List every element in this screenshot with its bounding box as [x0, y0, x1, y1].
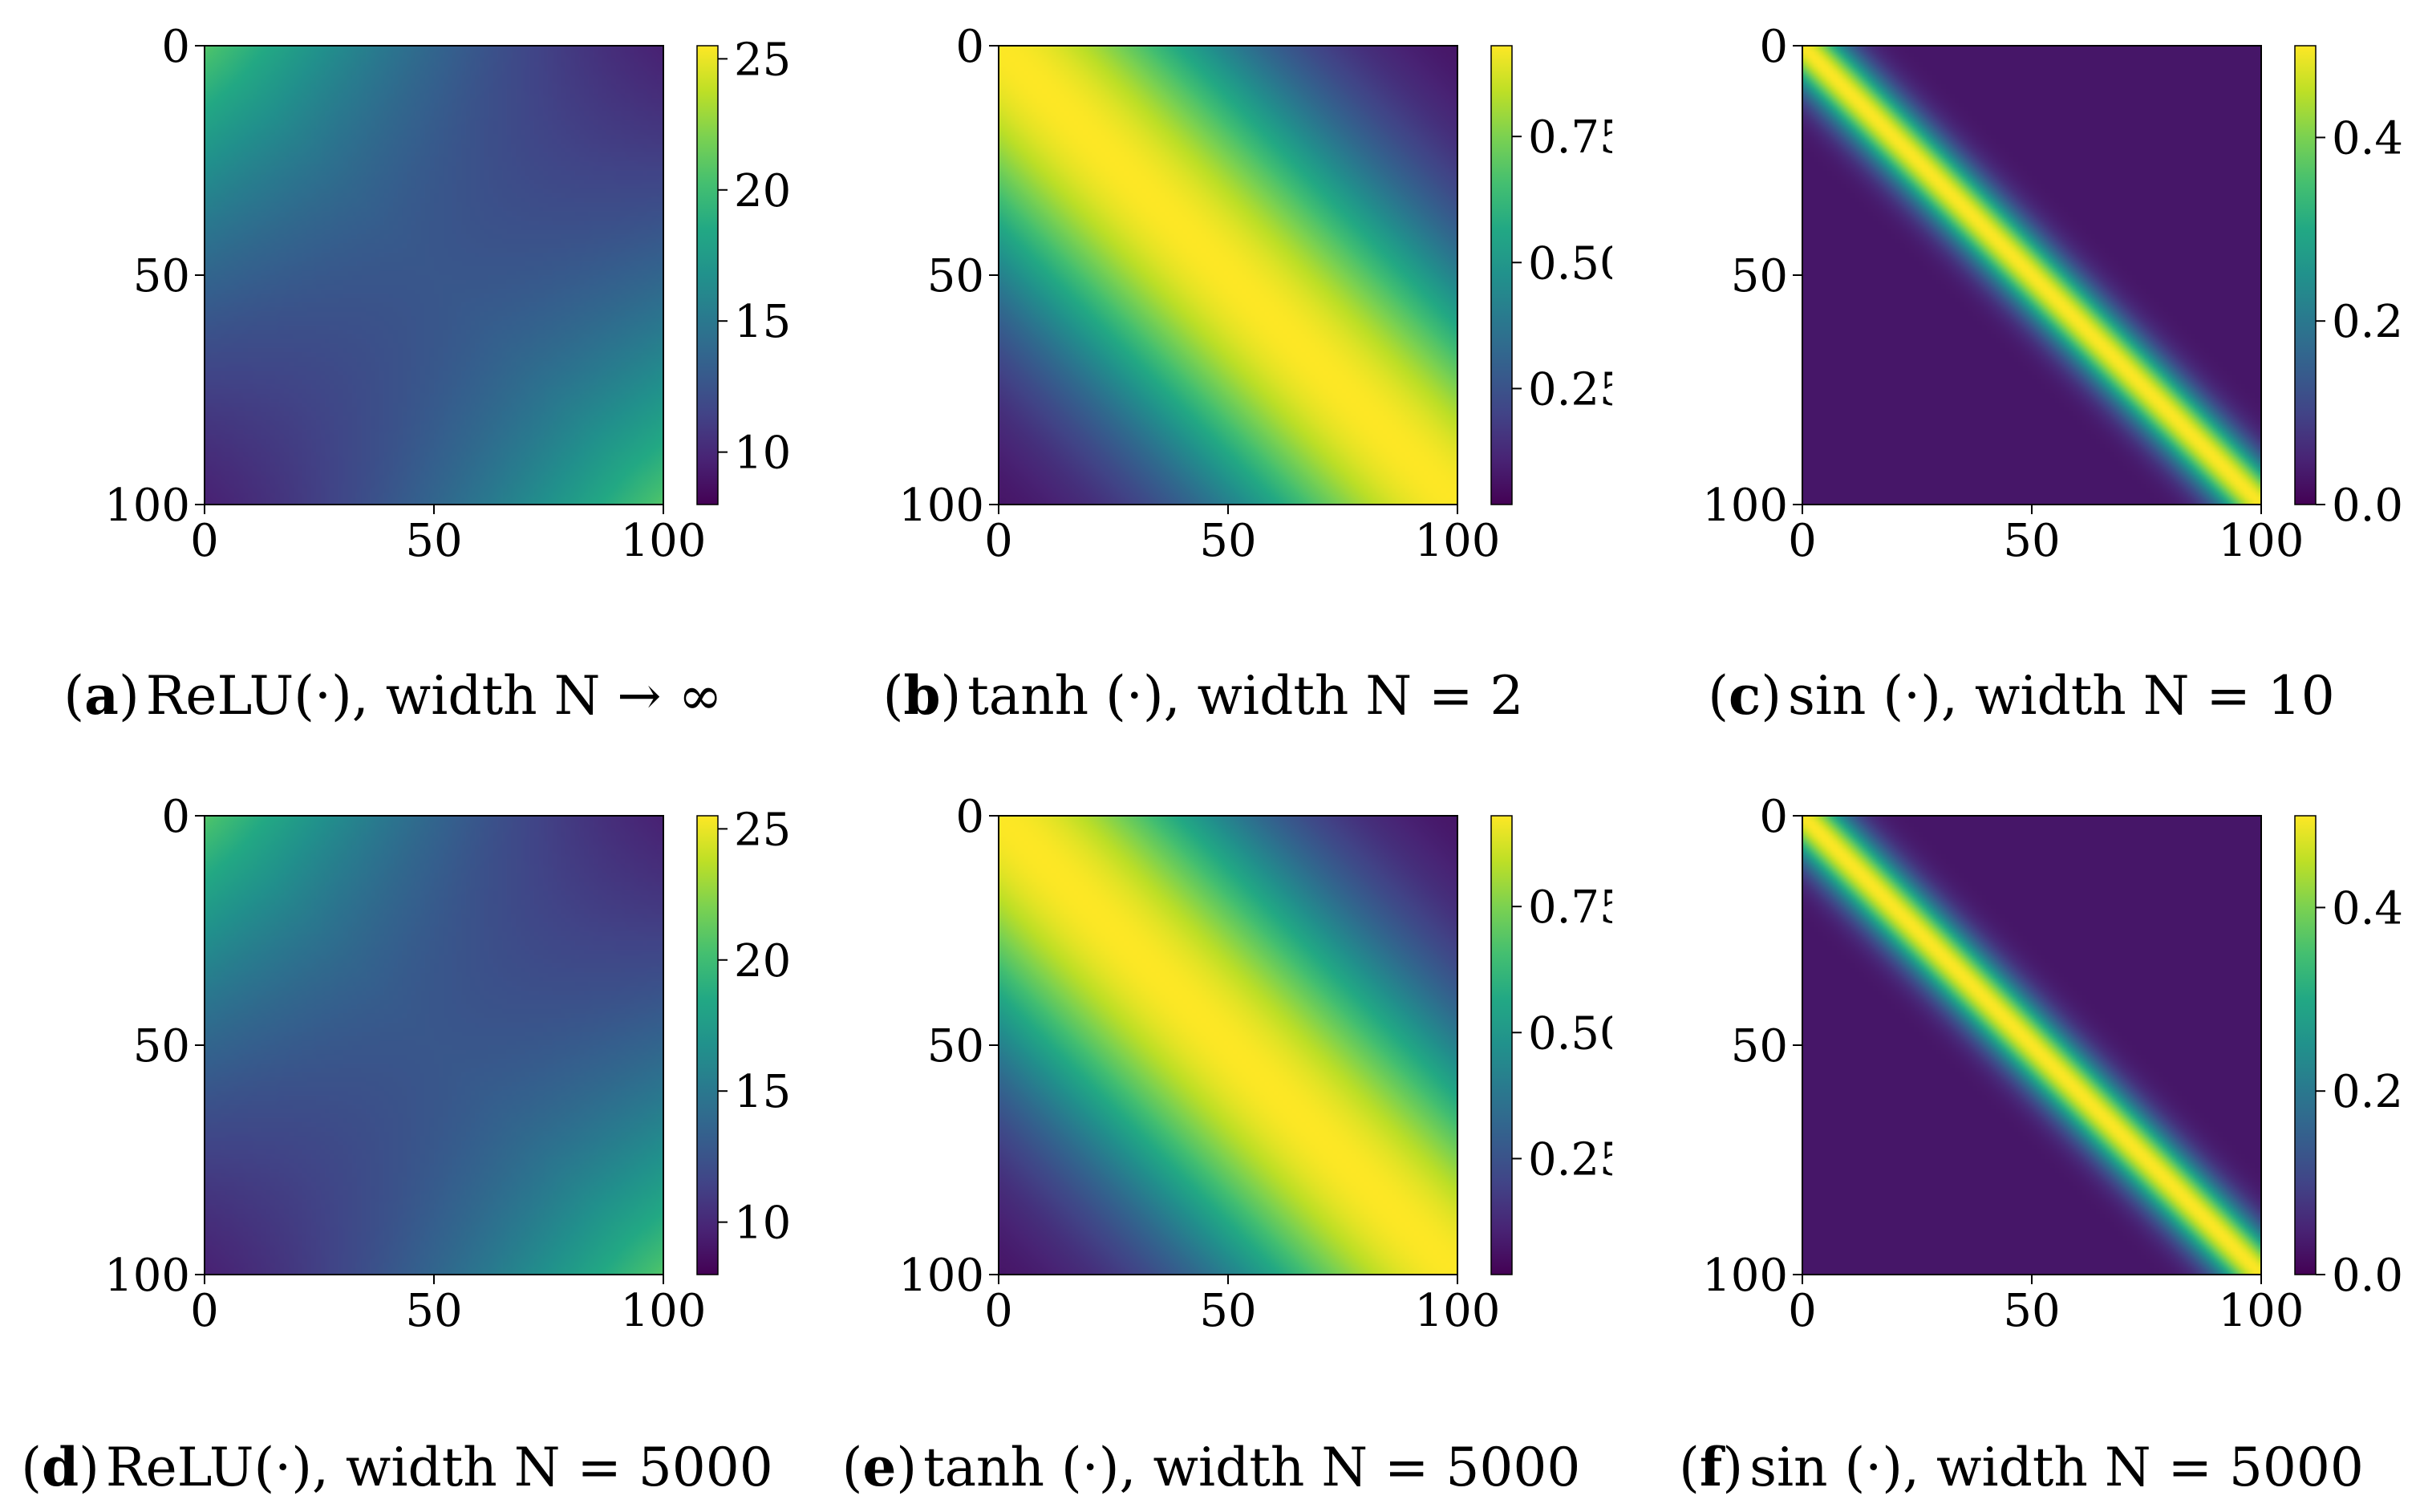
colorbar-ticks-a: 10 15 20 25 — [718, 34, 791, 480]
x-tick-label-e-100: 100 — [1415, 1285, 1501, 1337]
colorbar-tick-label-e-0.25: 0.25 — [1528, 1133, 1628, 1186]
colorbar-tick-label-d-15: 15 — [734, 1066, 791, 1118]
colorbar-ticks-c: 0.0 0.2 0.4 — [2316, 112, 2403, 532]
x-tick-label-a-0: 0 — [190, 515, 219, 567]
colorbar-tick-label-f-0.4: 0.4 — [2332, 882, 2403, 934]
colorbar-tick-label-b-0.25: 0.25 — [1528, 363, 1628, 415]
heatmap-image-d — [205, 816, 663, 1275]
y-tick-label-c-100: 100 — [1702, 480, 1788, 532]
caption-e: (e) tanh (·), width N = 5000 — [841, 1436, 1581, 1498]
colorbar-tick-label-e-0.50: 0.50 — [1528, 1007, 1628, 1060]
y-tick-label-f-0: 0 — [1759, 791, 1788, 843]
x-tick-label-f-100: 100 — [2219, 1285, 2304, 1337]
x-tick-label-e-0: 0 — [984, 1285, 1013, 1337]
caption-b: (b) tanh (·), width N = 2 — [882, 664, 1524, 727]
x-tick-label-b-0: 0 — [984, 515, 1013, 567]
y-tick-label-f-100: 100 — [1702, 1250, 1788, 1302]
colorbar-b — [1490, 45, 1513, 505]
heatmap-image-b — [999, 46, 1457, 505]
y-tick-label-b-100: 100 — [898, 480, 984, 532]
colorbar-ticks-f: 0.0 0.2 0.4 — [2316, 882, 2403, 1302]
y-tick-label-b-50: 50 — [927, 250, 984, 302]
y-tick-label-d-100: 100 — [104, 1250, 190, 1302]
x-tick-label-d-50: 50 — [405, 1285, 462, 1337]
heatmap-image-c — [1802, 46, 2261, 505]
colorbar-tick-label-d-25: 25 — [734, 804, 791, 856]
y-tick-label-a-100: 100 — [104, 480, 190, 532]
heatmap-image-a — [205, 46, 663, 505]
caption-f: (f) sin (·), width N = 5000 — [1679, 1436, 2364, 1498]
colorbar-tick-label-d-10: 10 — [734, 1198, 791, 1250]
y-tick-label-d-50: 50 — [133, 1020, 190, 1072]
colorbar-c — [2294, 45, 2317, 505]
colorbar-ticks-d: 10 15 20 25 — [718, 804, 791, 1250]
colorbar-tick-label-c-0.2: 0.2 — [2332, 296, 2403, 348]
colorbar-tick-label-a-25: 25 — [734, 34, 791, 86]
colorbar-tick-label-d-20: 20 — [734, 935, 791, 987]
x-tick-label-f-0: 0 — [1788, 1285, 1817, 1337]
x-tick-label-c-100: 100 — [2219, 515, 2304, 567]
colorbar-tick-label-c-0.0: 0.0 — [2332, 480, 2403, 532]
colorbar-tick-label-b-0.75: 0.75 — [1528, 111, 1628, 164]
heatmap-image-f — [1802, 816, 2261, 1275]
x-tick-label-f-50: 50 — [2003, 1285, 2060, 1337]
y-tick-label-a-50: 50 — [133, 250, 190, 302]
x-tick-label-c-50: 50 — [2003, 515, 2060, 567]
y-tick-label-a-0: 0 — [161, 21, 190, 73]
colorbar-tick-label-f-0.0: 0.0 — [2332, 1250, 2403, 1302]
y-tick-label-b-0: 0 — [955, 21, 984, 73]
x-tick-label-e-50: 50 — [1199, 1285, 1256, 1337]
x-tick-label-c-0: 0 — [1788, 515, 1817, 567]
y-tick-label-e-0: 0 — [955, 791, 984, 843]
caption-a: (a) ReLU(·), width N → ∞ — [63, 664, 723, 727]
colorbar-tick-label-f-0.2: 0.2 — [2332, 1066, 2403, 1118]
y-tick-label-c-0: 0 — [1759, 21, 1788, 73]
y-tick-label-e-100: 100 — [898, 1250, 984, 1302]
y-tick-label-f-50: 50 — [1731, 1020, 1788, 1072]
x-tick-label-d-0: 0 — [190, 1285, 219, 1337]
colorbar-tick-label-b-0.50: 0.50 — [1528, 237, 1628, 290]
caption-c: (c) sin (·), width N = 10 — [1708, 664, 2335, 727]
colorbar-tick-label-e-0.75: 0.75 — [1528, 882, 1628, 934]
x-tick-label-a-50: 50 — [405, 515, 462, 567]
colorbar-tick-label-a-20: 20 — [734, 165, 791, 217]
colorbar-ticks-b: 0.25 0.50 0.75 — [1512, 111, 1628, 415]
x-tick-label-b-100: 100 — [1415, 515, 1501, 567]
colorbar-tick-label-a-15: 15 — [734, 296, 791, 348]
y-tick-label-d-0: 0 — [161, 791, 190, 843]
y-tick-label-e-50: 50 — [927, 1020, 984, 1072]
x-tick-label-a-100: 100 — [621, 515, 707, 567]
colorbar-tick-label-c-0.4: 0.4 — [2332, 112, 2403, 164]
caption-d: (d) ReLU(·), width N = 5000 — [21, 1436, 773, 1498]
colorbar-f — [2294, 815, 2317, 1275]
colorbar-a — [696, 45, 719, 505]
x-tick-label-d-100: 100 — [621, 1285, 707, 1337]
x-tick-label-b-50: 50 — [1199, 515, 1256, 567]
colorbar-ticks-e: 0.25 0.50 0.75 — [1512, 882, 1628, 1186]
y-tick-label-c-50: 50 — [1731, 250, 1788, 302]
colorbar-d — [696, 815, 719, 1275]
heatmap-image-e — [999, 816, 1457, 1275]
colorbar-e — [1490, 815, 1513, 1275]
colorbar-tick-label-a-10: 10 — [734, 428, 791, 480]
